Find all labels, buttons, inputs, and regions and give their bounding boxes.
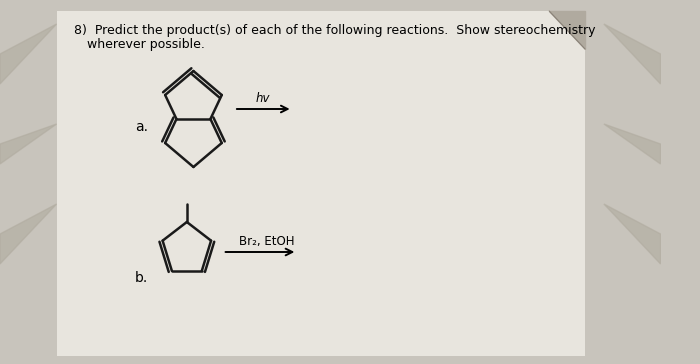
Text: b.: b.: [135, 271, 148, 285]
Polygon shape: [550, 11, 585, 49]
Text: a.: a.: [135, 120, 148, 134]
Polygon shape: [604, 204, 661, 264]
Polygon shape: [604, 124, 661, 164]
Text: wherever possible.: wherever possible.: [87, 38, 204, 51]
Text: 8)  Predict the product(s) of each of the following reactions.  Show stereochemi: 8) Predict the product(s) of each of the…: [74, 24, 595, 37]
Text: hv: hv: [256, 92, 270, 105]
FancyBboxPatch shape: [57, 11, 585, 356]
Polygon shape: [0, 204, 57, 264]
Text: Br₂, EtOH: Br₂, EtOH: [239, 235, 295, 248]
Polygon shape: [0, 124, 57, 164]
Polygon shape: [604, 24, 661, 84]
Polygon shape: [0, 24, 57, 84]
